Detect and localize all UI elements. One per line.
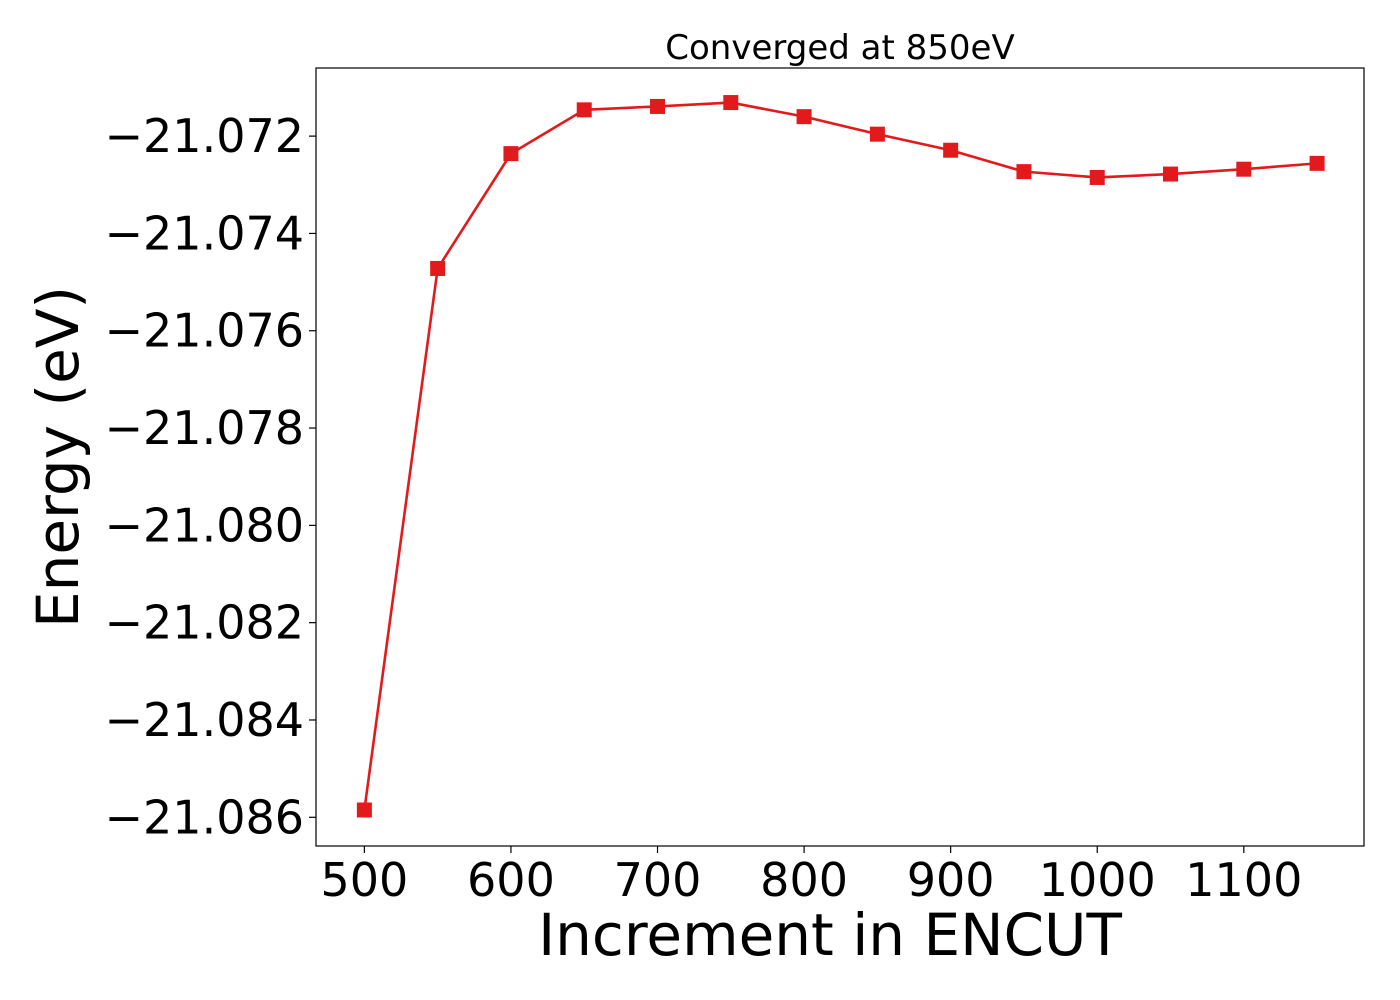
y-tick-label: −21.084 (105, 693, 305, 747)
data-point (1089, 169, 1105, 185)
data-point (869, 126, 885, 142)
y-tick-label: −21.072 (105, 109, 305, 163)
data-point (796, 109, 812, 125)
data-point (723, 95, 739, 111)
data-point (430, 260, 446, 276)
series-line (363, 101, 1318, 811)
data-point (356, 802, 372, 818)
x-tick-label: 1100 (1185, 853, 1302, 907)
data-point (1016, 164, 1032, 180)
x-axis: 500 600 700 800 900 1000 1100 (320, 846, 1302, 907)
y-tick-label: −21.082 (105, 596, 305, 650)
x-tick-label: 500 (320, 853, 408, 907)
y-tick-label: −21.080 (105, 498, 305, 552)
data-point (1236, 161, 1252, 177)
x-tick-label: 900 (907, 853, 995, 907)
plot-frame (315, 67, 1365, 847)
y-tick-label: −21.076 (105, 304, 305, 358)
y-tick-label: −21.078 (105, 401, 305, 455)
series-group (356, 95, 1325, 818)
x-tick-label: 700 (614, 853, 702, 907)
data-point (943, 142, 959, 158)
x-tick-label: 600 (467, 853, 555, 907)
data-point (1163, 166, 1179, 182)
x-tick-label: 800 (760, 853, 848, 907)
data-point (1309, 155, 1325, 171)
x-tick-label: 1000 (1039, 853, 1156, 907)
data-point (576, 102, 592, 118)
chart-title: Converged at 850eV (665, 28, 1014, 68)
y-axis-label: Energy (eV) (24, 286, 92, 628)
y-tick-label: −21.086 (105, 790, 305, 844)
data-point (503, 146, 519, 162)
data-point (650, 98, 666, 114)
y-tick-label: −21.074 (105, 206, 305, 260)
y-axis: −21.072 −21.074 −21.076 −21.078 −21.080 −21.0… (105, 109, 316, 844)
x-axis-label: Increment in ENCUT (538, 901, 1122, 969)
